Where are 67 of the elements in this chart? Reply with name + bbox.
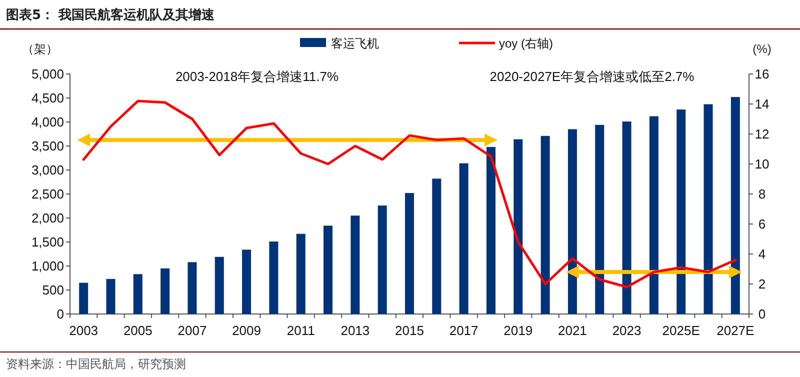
y-tick-label: 3,500 [31, 138, 64, 154]
chart-title: 图表5： 我国民航客运机队及其增速 [6, 7, 216, 23]
bar [269, 242, 278, 314]
bar [486, 146, 496, 314]
bar [704, 104, 713, 314]
y2-tick-label: 4 [758, 246, 766, 262]
y2-tick-label: 8 [758, 186, 766, 202]
bar [676, 110, 686, 314]
bar [324, 226, 333, 314]
bar [649, 116, 658, 314]
bar [79, 282, 88, 314]
bar [133, 274, 142, 314]
bar [595, 124, 604, 314]
y2-tick-label: 2 [758, 276, 766, 292]
x-tick-label: 2023 [612, 323, 642, 338]
y2-tick-label: 6 [758, 216, 766, 232]
text: 资料来源：中国民航局，研究预测 [6, 357, 186, 371]
x-tick-label: 2021 [558, 323, 587, 338]
bar [568, 129, 577, 314]
x-tick-label: 2019 [504, 323, 533, 338]
x-tick-label: 2015 [395, 323, 424, 338]
bar [459, 163, 468, 314]
bar [378, 206, 387, 314]
bar [106, 278, 116, 314]
y2-axis-title: (%) [752, 42, 772, 56]
bar [730, 97, 740, 314]
line-series [82, 100, 737, 288]
y2-tick-label: 12 [754, 126, 770, 142]
bar [214, 256, 224, 314]
bar [514, 139, 523, 314]
bar [540, 136, 550, 314]
bar [296, 234, 306, 314]
y-tick-label: 4,000 [31, 114, 64, 130]
y-tick-label: 500 [42, 282, 64, 298]
bar [432, 178, 442, 314]
bar [188, 262, 197, 314]
y-tick-label: 4,500 [31, 90, 64, 106]
y2-tick-label: 0 [758, 306, 766, 322]
x-tick-label: 2005 [123, 323, 152, 338]
x-tick-label: 2013 [340, 323, 370, 338]
legend-label: 客运飞机 [331, 36, 379, 50]
y-tick-label: 1,000 [31, 258, 64, 274]
y-tick-label: 5,000 [31, 66, 64, 82]
bar [622, 122, 632, 314]
y-tick-label: 1,500 [31, 234, 64, 250]
annotation: 2020-2027E年复合增速或低至2.7% [490, 69, 695, 84]
x-tick-label: 2007 [178, 323, 207, 338]
x-tick-label: 2017 [449, 323, 478, 338]
x-tick-label: 2011 [286, 323, 315, 338]
x-tick-label: 2025E [662, 323, 700, 338]
y-tick-label: 0 [56, 306, 64, 322]
y-tick-label: 2,500 [31, 186, 64, 202]
y-tick-label: 3,000 [31, 162, 64, 178]
x-tick-label: 2027E [716, 323, 755, 338]
y2-tick-label: 14 [754, 96, 770, 112]
y2-tick-label: 10 [754, 156, 770, 172]
annotation: 2003-2018年复合增速11.7% [175, 69, 339, 84]
y2-tick-label: 16 [754, 66, 770, 82]
bar [242, 250, 252, 314]
y-tick-label: 2,000 [31, 210, 64, 226]
bar [405, 193, 414, 314]
x-tick-label: 2009 [232, 323, 261, 338]
y-axis-title: （架） [22, 42, 58, 56]
bar [160, 268, 170, 314]
bar [350, 216, 360, 314]
legend-label: yoy (右轴) [499, 36, 554, 50]
x-tick-label: 2003 [69, 323, 98, 338]
